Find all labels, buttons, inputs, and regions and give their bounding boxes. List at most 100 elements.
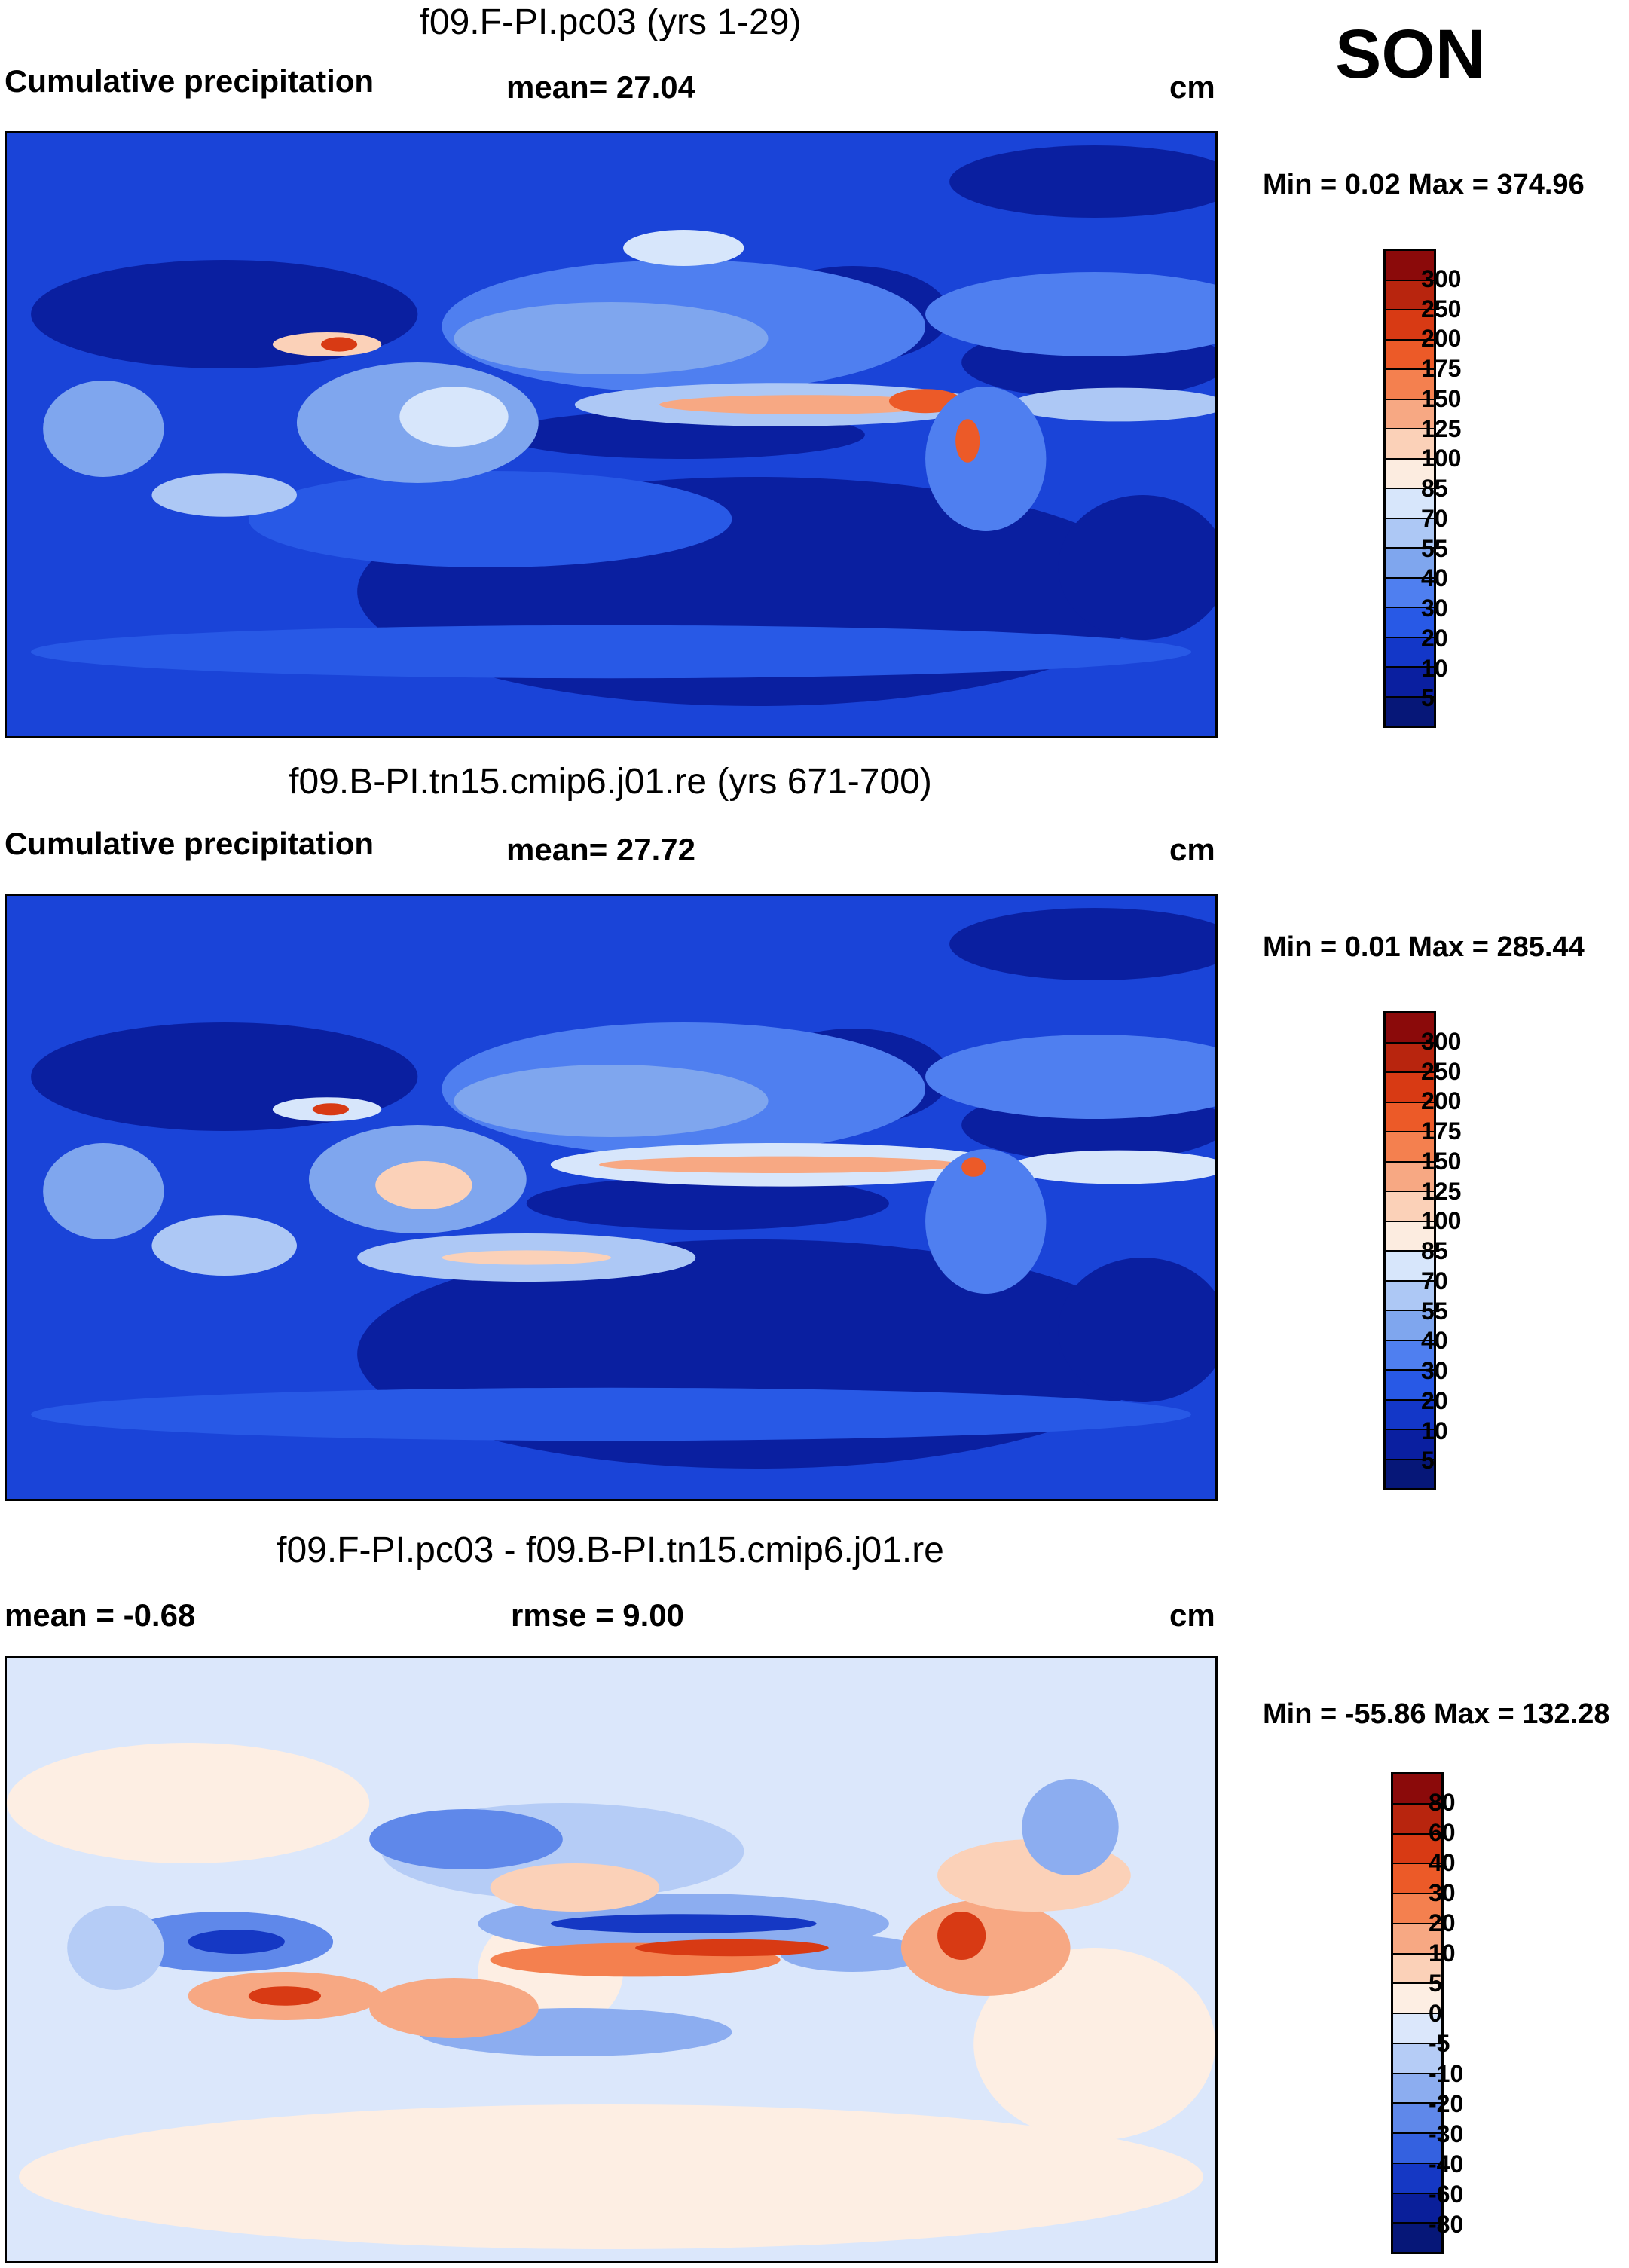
panel-2-field: [7, 896, 1215, 1499]
colorbar-swatch: [1386, 1192, 1434, 1222]
colorbar-swatch: [1386, 1221, 1434, 1252]
panel-3-field: [7, 1658, 1215, 2261]
colorbar-swatch: [1393, 2163, 1441, 2194]
colorbar-swatch: [1386, 668, 1434, 698]
colorbar-swatch: [1386, 1162, 1434, 1192]
panel-2-left-label: Cumulative precipitation: [5, 826, 374, 861]
colorbar-tick-label: 175: [1421, 355, 1462, 382]
colorbar-swatch: [1386, 459, 1434, 489]
colorbar-tick-label: 60: [1429, 1819, 1456, 1846]
colorbar-tick-label: 10: [1421, 654, 1448, 682]
colorbar-tick-label: 100: [1421, 445, 1462, 472]
colorbar-tick-label: 55: [1421, 1297, 1448, 1325]
colorbar-tick-label: -60: [1429, 2181, 1464, 2208]
colorbar-tick-label: 10: [1429, 1939, 1456, 1967]
panel-3-minmax: Min = -55.86 Max = 132.28: [1263, 1698, 1610, 1730]
colorbar-swatch: [1393, 2193, 1441, 2224]
panel-3-colorbar: [1391, 1772, 1444, 2254]
colorbar-swatch: [1386, 697, 1434, 726]
panel-1-field: [7, 133, 1215, 736]
colorbar-tick-label: 30: [1421, 1357, 1448, 1384]
colorbar-swatch: [1386, 1281, 1434, 1311]
colorbar-tick-label: -5: [1429, 2030, 1450, 2057]
colorbar-tick-label: 10: [1421, 1417, 1448, 1444]
colorbar-tick-label: 125: [1421, 1177, 1462, 1205]
colorbar-swatch: [1393, 1954, 1441, 1985]
colorbar-swatch: [1386, 251, 1434, 281]
colorbar-tick-label: 20: [1429, 1909, 1456, 1936]
colorbar-tick-label: 55: [1421, 534, 1448, 562]
colorbar-tick-label: 200: [1421, 325, 1462, 353]
colorbar-tick-label: 250: [1421, 1057, 1462, 1085]
colorbar-swatch: [1386, 1460, 1434, 1488]
colorbar-swatch: [1386, 1043, 1434, 1073]
colorbar-swatch: [1393, 1774, 1441, 1805]
colorbar-tick-label: 40: [1429, 1849, 1456, 1876]
colorbar-swatch: [1393, 2224, 1441, 2252]
colorbar-swatch: [1386, 429, 1434, 460]
colorbar-swatch: [1386, 310, 1434, 341]
panel-2-title: f09.B-PI.tn15.cmip6.j01.re (yrs 671-700): [289, 762, 932, 802]
colorbar-tick-label: -10: [1429, 2060, 1464, 2087]
colorbar-tick-label: 125: [1421, 414, 1462, 442]
colorbar-tick-label: 85: [1421, 1237, 1448, 1264]
colorbar-tick-label: 20: [1421, 624, 1448, 652]
colorbar-tick-label: 5: [1421, 1447, 1435, 1475]
colorbar-swatch: [1393, 2134, 1441, 2164]
panel-2-mean: mean= 27.72: [506, 832, 696, 867]
colorbar-tick-label: 40: [1421, 1327, 1448, 1355]
panel-3-map: [5, 1656, 1218, 2263]
colorbar-tick-label: 70: [1421, 1267, 1448, 1294]
colorbar-swatch: [1386, 1013, 1434, 1044]
colorbar-swatch: [1386, 1371, 1434, 1401]
colorbar-swatch: [1386, 518, 1434, 549]
colorbar-tick-label: 200: [1421, 1087, 1462, 1115]
colorbar-swatch: [1386, 1102, 1434, 1132]
panel-3-units: cm: [1169, 1597, 1215, 1633]
colorbar-tick-label: 5: [1429, 1970, 1442, 1997]
colorbar-swatch: [1393, 1804, 1441, 1835]
panel-1-units: cm: [1169, 69, 1215, 105]
colorbar-tick-label: 85: [1421, 475, 1448, 502]
colorbar-tick-label: -40: [1429, 2150, 1464, 2178]
colorbar-tick-label: 5: [1421, 684, 1435, 712]
colorbar-swatch: [1386, 1073, 1434, 1103]
panel-3-title: f09.F-PI.pc03 - f09.B-PI.tn15.cmip6.j01.…: [277, 1530, 944, 1570]
colorbar-tick-label: 300: [1421, 1027, 1462, 1055]
season-label: SON: [1335, 16, 1486, 93]
colorbar-swatch: [1386, 280, 1434, 310]
colorbar-swatch: [1386, 1430, 1434, 1460]
panel-2-units: cm: [1169, 832, 1215, 867]
colorbar-swatch: [1386, 549, 1434, 579]
colorbar-tick-label: -30: [1429, 2120, 1464, 2147]
panel-1-title: f09.F-PI.pc03 (yrs 1-29): [419, 2, 802, 42]
colorbar-swatch: [1393, 2074, 1441, 2104]
panel-2-map: [5, 894, 1218, 1501]
colorbar-tick-label: 250: [1421, 295, 1462, 322]
colorbar-swatch: [1393, 2104, 1441, 2134]
panel-3-mean: mean = -0.68: [5, 1597, 196, 1633]
colorbar-tick-label: 40: [1421, 564, 1448, 592]
colorbar-swatch: [1393, 1864, 1441, 1894]
panel-2-colorbar: [1383, 1011, 1436, 1490]
colorbar-swatch: [1386, 1340, 1434, 1371]
panel-3-rmse: rmse = 9.00: [511, 1597, 685, 1633]
colorbar-tick-label: 80: [1429, 1789, 1456, 1816]
colorbar-swatch: [1393, 2014, 1441, 2044]
colorbar-swatch: [1386, 370, 1434, 400]
colorbar-tick-label: 100: [1421, 1207, 1462, 1235]
colorbar-tick-label: 175: [1421, 1117, 1462, 1145]
colorbar-tick-label: 30: [1421, 595, 1448, 622]
colorbar-tick-label: -80: [1429, 2211, 1464, 2238]
panel-2-minmax: Min = 0.01 Max = 285.44: [1263, 931, 1585, 963]
colorbar-tick-label: 20: [1421, 1386, 1448, 1414]
colorbar-swatch: [1386, 1252, 1434, 1282]
colorbar-swatch: [1393, 2043, 1441, 2074]
colorbar-swatch: [1393, 1894, 1441, 1924]
colorbar-swatch: [1393, 1834, 1441, 1865]
colorbar-swatch: [1386, 399, 1434, 429]
colorbar-tick-label: 300: [1421, 264, 1462, 292]
colorbar-swatch: [1386, 1400, 1434, 1430]
colorbar-tick-label: 30: [1429, 1879, 1456, 1906]
panel-1-left-label: Cumulative precipitation: [5, 63, 374, 99]
